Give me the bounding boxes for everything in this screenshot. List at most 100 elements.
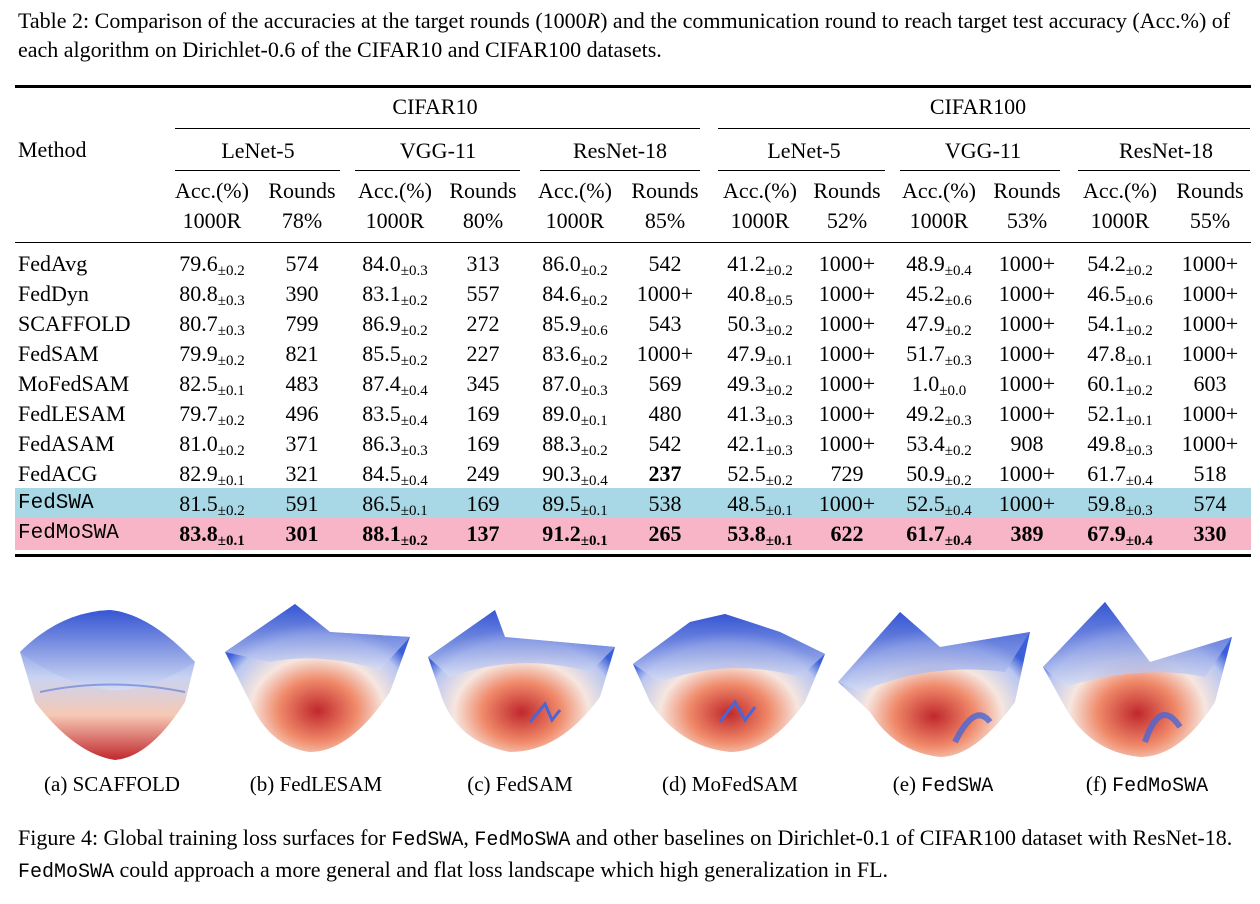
table-cell: 272 xyxy=(428,309,538,339)
cell-std: ±0.2 xyxy=(765,263,793,279)
table-caption-suffix: ) and the communication round to reach t… xyxy=(18,8,1231,62)
cell-value: 61.7 xyxy=(1087,461,1126,486)
table-cell: 1000+ xyxy=(972,279,1082,309)
cell-value: 313 xyxy=(466,251,500,276)
cell-value: 1000+ xyxy=(818,251,876,276)
table-cell: 480 xyxy=(610,399,720,429)
model-cmidrule xyxy=(355,170,520,171)
table-cell: 79.6±0.2 xyxy=(157,249,267,282)
cell-value: 85.5 xyxy=(362,341,401,366)
cell-value: 483 xyxy=(285,371,319,396)
method-name: FedLESAM xyxy=(18,401,126,426)
cell-value: 61.7 xyxy=(906,521,945,546)
cell-std: ±0.2 xyxy=(400,353,428,369)
cell-value: 1000+ xyxy=(818,371,876,396)
cell-value: 330 xyxy=(1193,521,1227,546)
table-cell: 169 xyxy=(428,489,538,519)
cell-std: ±0.2 xyxy=(944,443,972,459)
cell-value: 82.5 xyxy=(179,371,218,396)
table-cell: 574 xyxy=(1155,489,1260,519)
table-cell: 52.5±0.2 xyxy=(705,459,815,492)
cell-value: 53.4 xyxy=(906,431,945,456)
cell-std: ±0.3 xyxy=(217,323,245,339)
cell-std: ±0.3 xyxy=(580,383,608,399)
cell-value: 169 xyxy=(466,431,500,456)
method-header: Method xyxy=(18,137,87,162)
sublabel-e: (e) FedSWA xyxy=(892,772,994,798)
table-cell: 1000+ xyxy=(1155,429,1260,459)
cell-value: 90.3 xyxy=(542,461,581,486)
method-name: FedSWA xyxy=(18,492,94,515)
table-cell: 1000+ xyxy=(792,249,902,279)
table-cell: 87.0±0.3 xyxy=(520,369,630,402)
method-name: FedSAM xyxy=(18,341,99,366)
cell-value: 84.0 xyxy=(362,251,401,276)
table-cell: 81.0±0.2 xyxy=(157,429,267,462)
table-cell: 42.1±0.3 xyxy=(705,429,815,462)
method-name: FedAvg xyxy=(18,251,88,276)
table-cell: 87.4±0.4 xyxy=(340,369,450,402)
cell-value: 371 xyxy=(285,431,319,456)
table-cell: 52.1±0.1 xyxy=(1065,399,1175,432)
cell-std: ±0.5 xyxy=(765,293,793,309)
table-cell: 1000+ xyxy=(610,339,720,369)
cell-value: 1000+ xyxy=(998,371,1056,396)
cell-value: 237 xyxy=(648,461,682,486)
cell-value: 84.5 xyxy=(362,461,401,486)
cell-value: 49.8 xyxy=(1087,431,1126,456)
cell-std: ±0.4 xyxy=(400,473,428,489)
table-cell: 60.1±0.2 xyxy=(1065,369,1175,402)
table-cell: 1000+ xyxy=(972,369,1082,399)
table-cell: 88.1±0.2 xyxy=(340,519,450,552)
cell-std: ±0.2 xyxy=(1125,263,1153,279)
cell-value: 1000+ xyxy=(1181,281,1239,306)
col-header-top: Rounds xyxy=(1176,178,1244,203)
table-cell: 1000+ xyxy=(972,339,1082,369)
table-cell: 1000+ xyxy=(972,489,1082,519)
cell-std: ±0.2 xyxy=(1125,383,1153,399)
cell-std: ±0.1 xyxy=(217,473,245,489)
cell-value: 1000+ xyxy=(818,341,876,366)
cell-value: 1.0 xyxy=(911,371,940,396)
cell-value: 91.2 xyxy=(542,521,581,546)
cell-value: 86.9 xyxy=(362,311,401,336)
col-header-bottom: 1000R xyxy=(1090,208,1150,233)
table-cell: 47.9±0.1 xyxy=(705,339,815,372)
sublabel-b: (b) FedLESAM xyxy=(249,772,383,796)
table-cell: 237 xyxy=(610,459,720,489)
cell-value: 542 xyxy=(648,431,682,456)
cell-value: 1000+ xyxy=(636,281,694,306)
table-cell: 53.4±0.2 xyxy=(884,429,994,462)
table-cell: 82.5±0.1 xyxy=(157,369,267,402)
col-header-bottom: 53% xyxy=(1006,208,1048,233)
table-cell: 1000+ xyxy=(1155,339,1260,369)
table-cell: 88.3±0.2 xyxy=(520,429,630,462)
cell-value: 83.5 xyxy=(362,401,401,426)
model-header: VGG-11 xyxy=(944,138,1022,163)
cell-value: 52.5 xyxy=(906,491,945,516)
table-cell: 47.8±0.1 xyxy=(1065,339,1175,372)
table-cell: 265 xyxy=(610,519,720,549)
col-header-bottom: 1000R xyxy=(909,208,969,233)
cell-std: ±0.3 xyxy=(944,353,972,369)
cell-std: ±0.2 xyxy=(217,263,245,279)
sublabel-a: (a) SCAFFOLD xyxy=(44,772,180,796)
table-cell: 569 xyxy=(610,369,720,399)
table-cell: 53.8±0.1 xyxy=(705,519,815,552)
cell-std: ±0.1 xyxy=(580,533,608,549)
model-header: LeNet-5 xyxy=(221,138,295,163)
cell-value: 89.0 xyxy=(542,401,581,426)
model-header: LeNet-5 xyxy=(767,138,841,163)
cell-value: 1000+ xyxy=(1181,431,1239,456)
surface-c xyxy=(428,610,615,752)
table-cell: 1000+ xyxy=(792,339,902,369)
table-cell: 47.9±0.2 xyxy=(884,309,994,342)
table-cell: 49.8±0.3 xyxy=(1065,429,1175,462)
table-cell: 48.5±0.1 xyxy=(705,489,815,522)
table-cell: 1000+ xyxy=(792,399,902,429)
cell-value: 137 xyxy=(466,521,500,546)
cell-value: 54.1 xyxy=(1087,311,1126,336)
cell-value: 249 xyxy=(466,461,500,486)
cell-value: 1000+ xyxy=(998,491,1056,516)
cell-value: 265 xyxy=(648,521,682,546)
